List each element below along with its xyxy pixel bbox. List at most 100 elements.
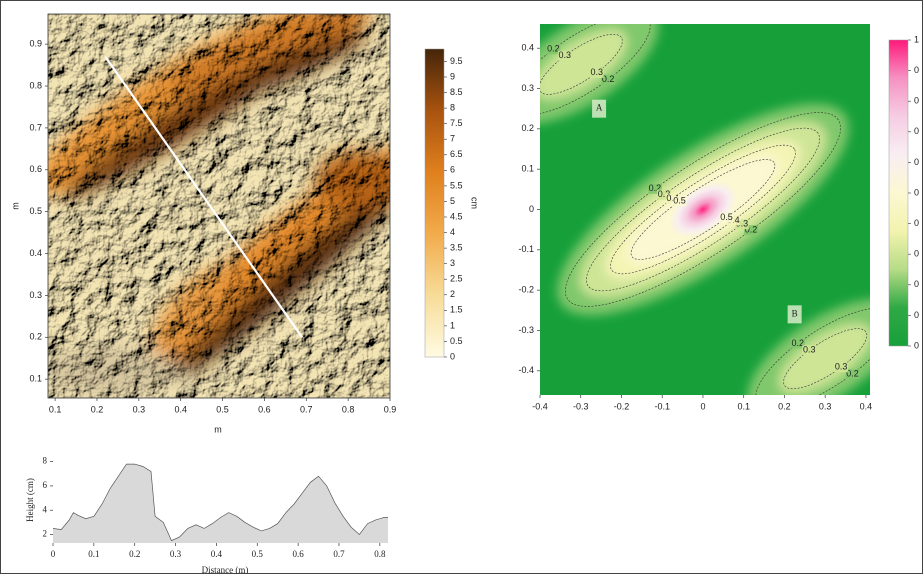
figure: m m cm Distance (m) Height (cm) 0.10.20.… <box>0 0 923 574</box>
y-tick-label: 0.3 <box>29 290 42 300</box>
x-tick-label: -0.1 <box>654 401 670 411</box>
contour-label: 0.2 <box>846 368 859 378</box>
y-tick-label: 0.2 <box>521 123 534 133</box>
x-tick-label: -0.4 <box>532 401 548 411</box>
y-tick-label: 6 <box>43 480 48 490</box>
annotation: A <box>596 103 603 113</box>
x-tick-label: 0.3 <box>133 404 146 414</box>
colorbar-tick-label: 2.5 <box>450 274 463 284</box>
x-axis-label: m <box>214 424 222 434</box>
y-tick-label: 0.9 <box>29 39 42 49</box>
page: m m cm Distance (m) Height (cm) 0.10.20.… <box>0 0 923 574</box>
x-tick-label: 0.2 <box>129 549 140 559</box>
relief-image <box>13 0 429 398</box>
colorbar-tick-label: 0.5 <box>450 336 463 346</box>
contour-label: 0.3 <box>558 50 571 60</box>
colorbar-label: cm <box>470 197 480 209</box>
x-tick-label: -0.3 <box>573 401 589 411</box>
colorbar-tick-label: 4.5 <box>450 211 463 221</box>
contour-label: 0.3 <box>835 362 848 372</box>
contour-label: 0.3 <box>803 345 816 355</box>
y-tick-label: -0.4 <box>518 365 534 375</box>
y-tick-label: 0.4 <box>29 248 42 258</box>
colorbar-tick-label: 0 <box>914 157 919 167</box>
colorbar-tick-label: 8 <box>450 102 455 112</box>
colorbar-tick-label: 0 <box>914 249 919 259</box>
x-tick-label: 0 <box>51 549 56 559</box>
contour-field: 0.20.20.20.20.20.20.30.30.30.30.30.30.40… <box>503 5 903 418</box>
colorbar-tick-label: 9 <box>450 71 455 81</box>
x-tick-label: 0.7 <box>300 404 313 414</box>
x-tick-label: 0.6 <box>292 549 304 559</box>
colorbar-tick-label: 8.5 <box>450 87 463 97</box>
colorbar-tick-label: 0 <box>914 340 919 350</box>
x-tick-label: 0.2 <box>91 404 104 414</box>
x-tick-label: -0.2 <box>614 401 630 411</box>
y-tick-label: -0.3 <box>518 325 534 335</box>
y-tick-label: 0.7 <box>29 122 42 132</box>
y-tick-label: -0.1 <box>518 244 534 254</box>
colorbar-tick-label: 2 <box>450 289 455 299</box>
colorbar-tick-label: 0 <box>450 351 455 361</box>
x-tick-label: 0.6 <box>258 404 271 414</box>
y-tick-label: 0.4 <box>521 43 534 53</box>
x-tick-label: 0.5 <box>252 549 264 559</box>
y-tick-label: 0.8 <box>29 80 42 90</box>
x-tick-label: 0.4 <box>174 404 187 414</box>
colorbar-tick-label: 7.5 <box>450 118 463 128</box>
colorbar-tick-label: 3 <box>450 258 455 268</box>
x-axis-label: Distance (m) <box>202 565 249 574</box>
colorbar-tick-label: 0 <box>914 187 919 197</box>
colorbar <box>425 49 444 357</box>
x-tick-label: 0.4 <box>860 401 873 411</box>
x-tick-label: 0.1 <box>737 401 750 411</box>
colorbar-tick-label: 0 <box>914 65 919 75</box>
colorbar-tick-label: 5.5 <box>450 180 463 190</box>
colorbar-tick-label: 0 <box>914 310 919 320</box>
colorbar-tick-label: 6 <box>450 165 455 175</box>
x-tick-label: 0.9 <box>384 404 397 414</box>
x-tick-label: 0.1 <box>88 549 99 559</box>
y-tick-label: -0.2 <box>518 285 534 295</box>
x-tick-label: 0.7 <box>333 549 345 559</box>
colorbar-tick-label: 7 <box>450 134 455 144</box>
contour-label: 0.2 <box>602 74 615 84</box>
colorbar-tick-label: 0 <box>914 218 919 228</box>
colorbar-tick-label: 9.5 <box>450 56 463 66</box>
contour-label: 0.5 <box>673 196 686 206</box>
colorbar-tick-label: 1 <box>914 34 919 44</box>
x-tick-label: 0.1 <box>49 404 62 414</box>
x-tick-label: 0.3 <box>170 549 182 559</box>
y-tick-label: 0.6 <box>29 164 42 174</box>
y-tick-label: 0.2 <box>29 332 42 342</box>
y-tick-label: 0 <box>529 204 534 214</box>
y-tick-label: 0.1 <box>29 374 42 384</box>
contour-label: 0.3 <box>590 67 603 77</box>
y-tick-label: 0.3 <box>521 83 534 93</box>
x-tick-label: 0 <box>700 401 705 411</box>
x-tick-label: 0.8 <box>374 549 386 559</box>
colorbar-tick-label: 0 <box>914 279 919 289</box>
area-fill <box>53 464 388 543</box>
contour-label: 0.5 <box>720 212 733 222</box>
y-tick-label: 8 <box>43 456 48 466</box>
x-tick-label: 0.2 <box>778 401 791 411</box>
colorbar-tick-label: 0 <box>914 126 919 136</box>
y-tick-label: 2 <box>43 529 48 539</box>
y-axis-label: Height (cm) <box>25 478 35 522</box>
x-tick-label: 0.4 <box>211 549 223 559</box>
x-tick-label: 0.5 <box>216 404 229 414</box>
colorbar-tick-label: 6.5 <box>450 149 463 159</box>
colorbar-tick-label: 1 <box>450 320 455 330</box>
y-tick-label: 0.1 <box>521 164 534 174</box>
colorbar-tick-label: 0 <box>914 96 919 106</box>
colorbar-tick-label: 4 <box>450 227 455 237</box>
colorbar-tick-label: 3.5 <box>450 242 463 252</box>
x-tick-label: 0.8 <box>342 404 355 414</box>
colorbar <box>889 40 908 346</box>
y-axis-label: m <box>10 202 20 210</box>
annotation: B <box>792 308 798 318</box>
y-tick-label: 0.5 <box>29 206 42 216</box>
colorbar-tick-label: 1.5 <box>450 305 463 315</box>
y-tick-label: 4 <box>43 504 48 514</box>
